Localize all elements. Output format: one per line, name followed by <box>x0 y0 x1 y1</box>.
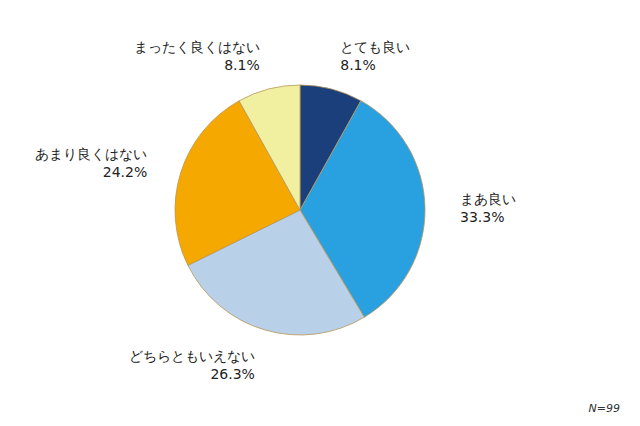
chart-svg: とても良い 8.1% まあ良い 33.3% どちらともいえない 26.3% あまり良くはない… <box>0 0 640 426</box>
data-label: 33.3% <box>460 209 504 225</box>
data-label: 8.1% <box>340 57 376 73</box>
slice-label: まあ良い <box>460 191 516 207</box>
data-label: 24.2% <box>103 164 147 180</box>
slice-label: とても良い <box>340 39 410 55</box>
pie-slice <box>239 85 300 210</box>
data-label: 8.1% <box>224 57 260 73</box>
slices <box>175 85 425 335</box>
slice-label: どちらともいえない <box>129 348 255 364</box>
slice-label: まったく良くはない <box>134 39 260 55</box>
slice-label: あまり良くはない <box>35 146 147 162</box>
labels: とても良い 8.1% まあ良い 33.3% どちらともいえない 26.3% あまり良くはない… <box>35 39 516 381</box>
data-label: 26.3% <box>210 366 254 382</box>
chart-container: とても良い 8.1% まあ良い 33.3% どちらともいえない 26.3% あまり良くはない… <box>0 0 640 426</box>
annotation: N=99 <box>589 402 620 415</box>
